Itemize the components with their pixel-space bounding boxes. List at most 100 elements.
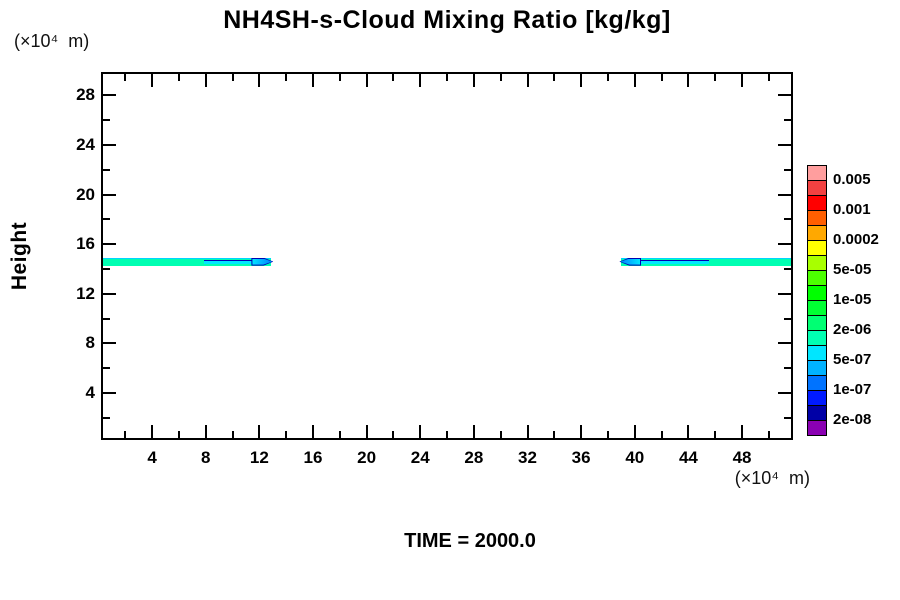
x-axis-major-tick [365, 425, 368, 438]
y-axis-minor-tick [103, 416, 110, 419]
colorbar-swatch [807, 225, 827, 241]
x-axis-major-tick [311, 425, 314, 438]
cloud-band-core [204, 259, 262, 264]
time-annotation: TIME = 2000.0 [404, 530, 536, 552]
x-axis-minor-tick [446, 74, 449, 81]
y-axis-major-tick [103, 193, 116, 196]
x-axis-tick-label: 12 [249, 448, 269, 467]
x-axis-minor-tick [499, 74, 502, 81]
colorbar-swatch [807, 300, 827, 316]
y-axis-tick-label: 4 [85, 382, 95, 402]
x-axis-major-tick [472, 425, 475, 438]
y-axis-tick-label: 12 [76, 283, 95, 303]
colorbar-swatch [807, 360, 827, 376]
y-axis-major-tick [778, 144, 791, 147]
x-axis-tick-label: 4 [147, 448, 157, 467]
colorbar-swatch [807, 375, 827, 391]
y-axis-major-tick [778, 243, 791, 246]
y-axis-major-tick [103, 94, 116, 97]
y-axis-minor-tick [784, 367, 791, 370]
colorbar-level-label: 0.005 [833, 171, 871, 188]
y-axis-major-tick [778, 391, 791, 394]
y-axis-minor-tick [784, 268, 791, 271]
y-axis-minor-tick [103, 367, 110, 370]
colorbar-level-label: 5e-07 [833, 351, 872, 368]
x-axis-tick-label: 16 [303, 448, 323, 467]
cloud-band-core [631, 259, 710, 264]
y-axis-major-tick [103, 243, 116, 246]
cloud-band-tip [620, 258, 641, 265]
y-axis-tick-label: 20 [76, 184, 95, 204]
colorbar-swatch [807, 240, 827, 256]
x-axis-unit-label: (×10⁴ m) [734, 468, 810, 488]
colorbar-swatch [807, 180, 827, 196]
x-axis-major-tick [258, 425, 261, 438]
colorbar-level-label: 2e-08 [833, 411, 872, 428]
y-axis-minor-tick [103, 168, 110, 171]
y-axis-title: Height [8, 186, 32, 326]
x-axis-major-tick [687, 74, 690, 87]
y-axis-title-text: Height [8, 221, 31, 291]
x-axis-major-tick [204, 74, 207, 87]
y-axis-minor-tick [103, 218, 110, 221]
plot-area: 4 8 12 16 20 24 28 32 36 40 44 48 4 8 12 16 20 24 28 [76, 74, 791, 467]
colorbar [807, 165, 827, 436]
x-axis-minor-tick [231, 431, 234, 438]
x-axis-major-tick [526, 425, 529, 438]
x-axis-minor-tick [767, 431, 770, 438]
x-axis-major-tick [633, 74, 636, 87]
y-axis-major-tick [778, 292, 791, 295]
x-axis-tick-label: 48 [732, 448, 752, 467]
x-axis-tick-label: 28 [464, 448, 484, 467]
y-axis-major-tick [778, 94, 791, 97]
x-axis-minor-tick [124, 74, 127, 81]
y-axis-major-tick [778, 342, 791, 345]
x-axis-minor-tick [553, 74, 556, 81]
cloud-band-top-edge [621, 257, 791, 259]
x-axis-minor-tick [499, 431, 502, 438]
colorbar-level-label: 5e-05 [833, 261, 872, 278]
y-axis-tick-label: 28 [76, 85, 95, 105]
colorbar-swatch [807, 420, 827, 436]
x-axis-major-tick [633, 425, 636, 438]
y-axis-major-tick [103, 391, 116, 394]
x-axis-major-tick [204, 425, 207, 438]
x-axis-minor-tick [177, 431, 180, 438]
x-axis-minor-tick [606, 74, 609, 81]
colorbar-level-label: 0.001 [833, 201, 871, 218]
x-axis-tick-label: 24 [410, 448, 430, 467]
x-axis-minor-tick [392, 74, 395, 81]
x-axis-minor-tick [606, 431, 609, 438]
cloud-band-top-edge [103, 257, 272, 259]
y-axis-major-tick [778, 193, 791, 196]
x-axis-major-tick [741, 74, 744, 87]
y-axis-unit-label: (×10⁴ m) [14, 31, 90, 51]
colorbar-swatch [807, 270, 827, 286]
colorbar-swatch [807, 285, 827, 301]
colorbar-swatch [807, 255, 827, 271]
x-axis-minor-tick [124, 431, 127, 438]
x-axis-major-tick [258, 74, 261, 87]
cloud-band-tip [252, 258, 273, 265]
y-axis-major-tick [103, 144, 116, 147]
x-axis-minor-tick [446, 431, 449, 438]
x-axis-major-tick [526, 74, 529, 87]
x-axis-minor-tick [767, 74, 770, 81]
x-axis-major-tick [419, 425, 422, 438]
x-axis-major-tick [151, 425, 154, 438]
y-axis-minor-tick [103, 119, 110, 122]
y-axis-tick-label: 8 [85, 333, 95, 353]
y-axis-minor-tick [784, 218, 791, 221]
x-axis-minor-tick [231, 74, 234, 81]
colorbar-level-label: 1e-05 [833, 291, 872, 308]
x-axis-minor-tick [338, 431, 341, 438]
x-axis-tick-label: 20 [357, 448, 377, 467]
y-axis-minor-tick [784, 416, 791, 419]
chart-title: NH4SH-s-Cloud Mixing Ratio [kg/kg] [223, 6, 671, 34]
colorbar-level-label: 0.0002 [833, 231, 879, 248]
colorbar-level-label: 1e-07 [833, 381, 872, 398]
x-axis-minor-tick [660, 74, 663, 81]
colorbar-swatch [807, 210, 827, 226]
x-axis-tick-label: 36 [571, 448, 591, 467]
